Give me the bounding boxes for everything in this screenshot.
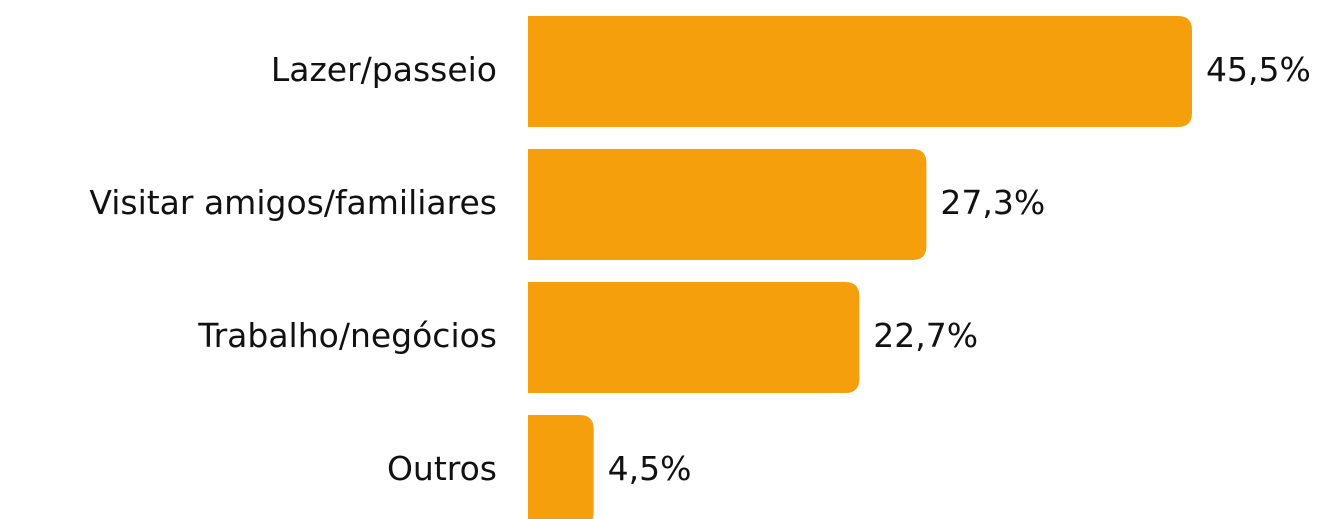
value-label: 27,3% <box>940 183 1045 222</box>
value-label: 4,5% <box>608 449 692 488</box>
category-label: Lazer/passeio <box>271 50 497 89</box>
bar <box>528 149 927 260</box>
category-label: Outros <box>387 449 497 488</box>
value-label: 45,5% <box>1206 50 1311 89</box>
category-label: Visitar amigos/familiares <box>89 183 497 222</box>
category-label: Trabalho/negócios <box>197 316 497 355</box>
value-label: 22,7% <box>873 316 978 355</box>
bar <box>528 415 594 519</box>
bar <box>528 16 1192 127</box>
bar <box>528 282 860 393</box>
